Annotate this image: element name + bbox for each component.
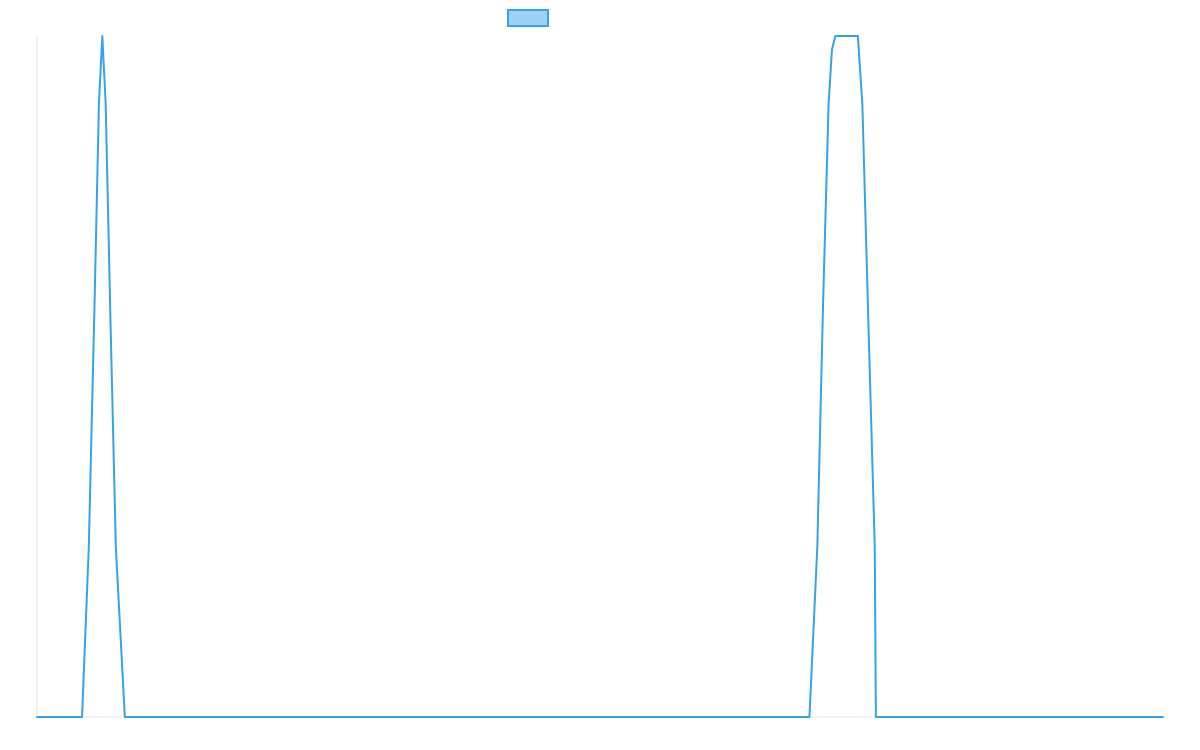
series-line-0 [36, 35, 1164, 718]
legend-swatch[interactable] [507, 9, 549, 27]
series-layer [36, 35, 1164, 718]
